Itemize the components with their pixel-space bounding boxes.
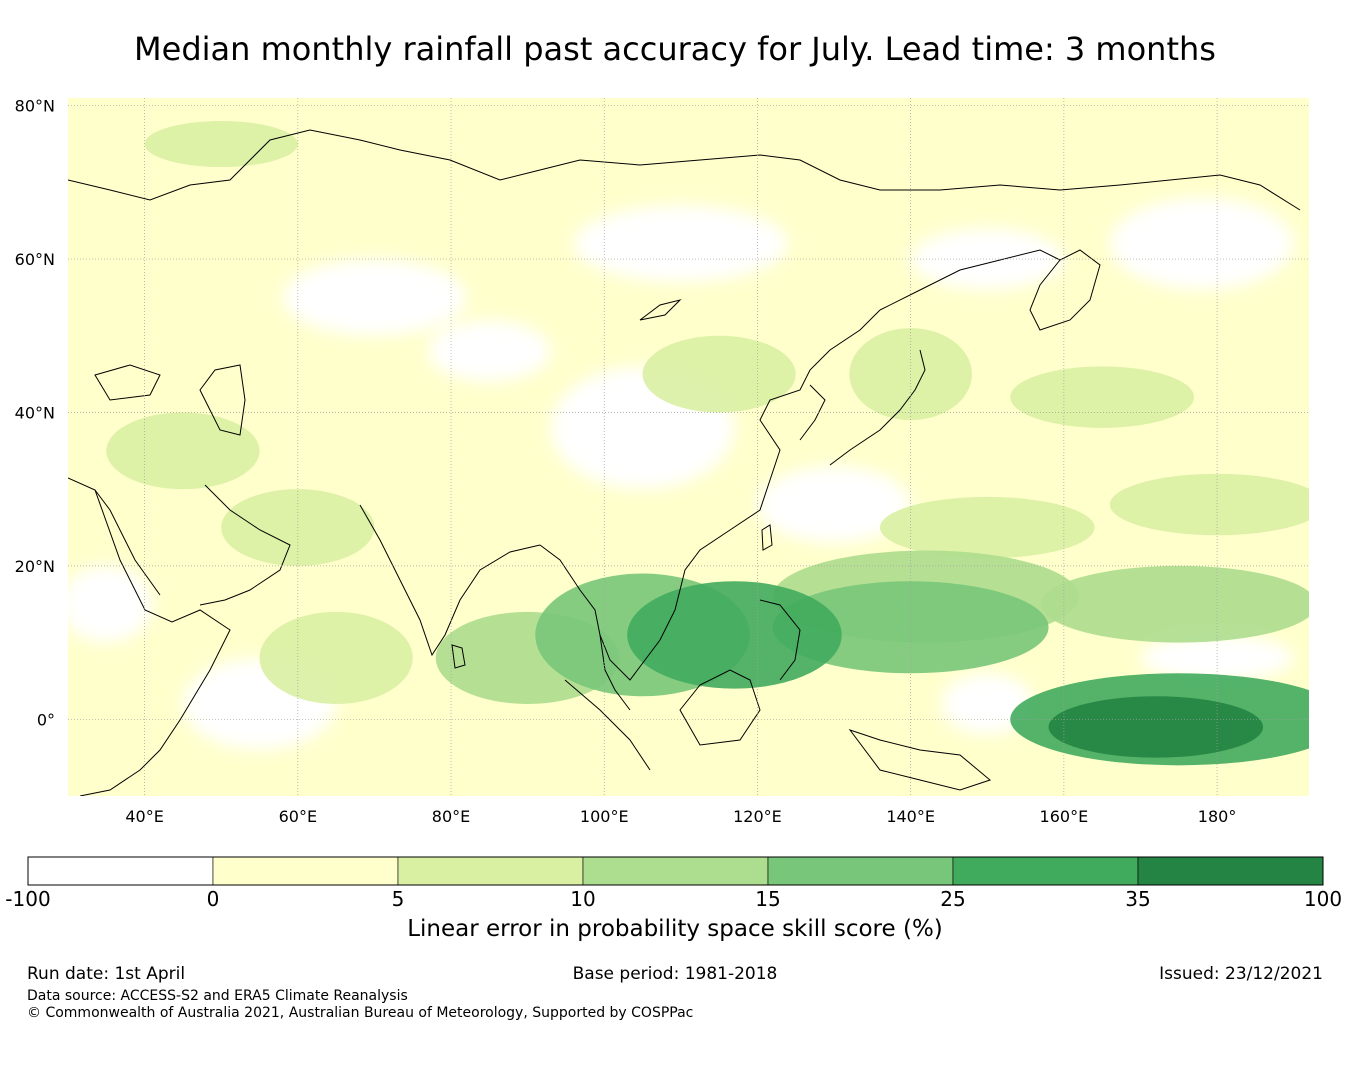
colorbar-tick-label: 35 — [1125, 887, 1150, 911]
issued-date: Issued: 23/12/2021 — [1159, 964, 1323, 984]
lat-tick-label: 0° — [37, 710, 55, 729]
coastline-gulf — [199, 484, 291, 606]
coastline-korea — [799, 384, 826, 441]
skill-region-5 — [642, 335, 796, 413]
colorbar-box-1 — [212, 856, 399, 886]
coastline-se-asia — [539, 309, 881, 681]
lat-tick-label: 80°N — [15, 97, 55, 116]
coastline-japan — [829, 349, 926, 466]
lon-tick-label: 40°E — [125, 807, 163, 826]
map-title: Median monthly rainfall past accuracy fo… — [134, 30, 1216, 68]
skill-areas — [106, 121, 1309, 766]
lat-tick-label: 60°N — [15, 250, 55, 269]
data-source: Data source: ACCESS-S2 and ERA5 Climate … — [27, 988, 408, 1004]
skill-region-0 — [259, 611, 413, 704]
colorbar-tick-label: 0 — [207, 887, 220, 911]
colorbar-tick-label: 5 — [392, 887, 405, 911]
lon-tick-label: 160°E — [1040, 807, 1089, 826]
lon-tick-label: 180° — [1198, 807, 1237, 826]
colorbar-box-6 — [1137, 856, 1324, 886]
coastline-arctic — [68, 129, 1301, 211]
copyright: © Commonwealth of Australia 2021, Austra… — [27, 1005, 694, 1021]
colorbar-tick-label: 15 — [755, 887, 780, 911]
colorbar: -100 0 5 10 15 25 35 100 — [5, 856, 1342, 911]
coastline-red-sea — [94, 489, 161, 596]
coastline-baikal — [639, 299, 682, 321]
lon-tick-label: 140°E — [886, 807, 935, 826]
lon-tick-label: 120°E — [733, 807, 782, 826]
colorbar-boxes — [27, 856, 1324, 886]
coastline-india — [359, 504, 541, 657]
colorbar-tick-label: 10 — [570, 887, 595, 911]
coastline-caspian — [199, 364, 246, 436]
no-skill-region-3 — [1109, 197, 1294, 290]
skill-region-13 — [772, 581, 1049, 674]
coastline-malay — [599, 634, 631, 711]
coastline-sri-lanka — [451, 644, 466, 669]
graticule — [68, 98, 1309, 796]
coastline-arabia-africa — [68, 477, 231, 796]
no-skill-region-7 — [757, 466, 911, 543]
skill-region-4 — [106, 412, 260, 490]
no-skill-region-4 — [910, 228, 1064, 290]
colorbar-tick-label: -100 — [5, 887, 50, 911]
colorbar-frame — [27, 856, 1324, 886]
lat-tick-label: 20°N — [15, 557, 55, 576]
colorbar-box-4 — [767, 856, 954, 886]
latitude-labels: 80°N 60°N 40°N 20°N 0° — [15, 97, 55, 730]
plot-area — [68, 98, 1309, 796]
no-skill-region-10 — [428, 320, 551, 382]
longitude-labels: 40°E 60°E 80°E 100°E 120°E 140°E 160°E 180° — [125, 807, 1236, 826]
coastline-okhotsk — [879, 249, 1061, 311]
no-skill-region-9 — [1140, 634, 1294, 681]
lon-tick-label: 60°E — [279, 807, 317, 826]
coastline-philippines — [759, 599, 801, 681]
colorbar-title: Linear error in probability space skill … — [407, 916, 943, 942]
coastline-borneo — [679, 669, 761, 746]
lon-tick-label: 100°E — [580, 807, 629, 826]
skill-region-7 — [144, 121, 298, 168]
coastline-black-sea — [94, 364, 161, 401]
no-skill-region-1 — [282, 259, 467, 336]
skill-region-11 — [1040, 565, 1309, 643]
skill-region-8 — [1010, 366, 1195, 428]
run-date: Run date: 1st April — [27, 964, 186, 984]
colorbar-labels: -100 0 5 10 15 25 35 100 — [5, 887, 1342, 911]
skill-region-2 — [1109, 473, 1309, 536]
lon-tick-label: 80°E — [432, 807, 470, 826]
colorbar-tick-label: 100 — [1304, 887, 1342, 911]
skill-map: 80°N 60°N 40°N 20°N 0° 40°E 60°E 80°E 100°E 120°… — [15, 97, 1309, 826]
coastlines — [68, 129, 1301, 796]
colorbar-box-0 — [27, 856, 214, 886]
colorbar-box-2 — [397, 856, 584, 886]
colorbar-box-5 — [952, 856, 1139, 886]
skill-region-1 — [880, 496, 1095, 559]
no-skill-region-2 — [573, 205, 789, 283]
no-skill-region-5 — [68, 565, 153, 643]
colorbar-box-3 — [582, 856, 769, 886]
coastline-new-guinea — [848, 729, 992, 791]
lat-tick-label: 40°N — [15, 403, 55, 422]
skill-region-14 — [627, 581, 842, 689]
coastline-taiwan — [761, 524, 773, 551]
coastline-sumatra — [564, 679, 651, 771]
coastline-kamchatka — [1029, 249, 1101, 331]
colorbar-tick-label: 25 — [940, 887, 965, 911]
skill-region-16 — [1048, 696, 1264, 758]
base-period: Base period: 1981-2018 — [572, 964, 778, 984]
